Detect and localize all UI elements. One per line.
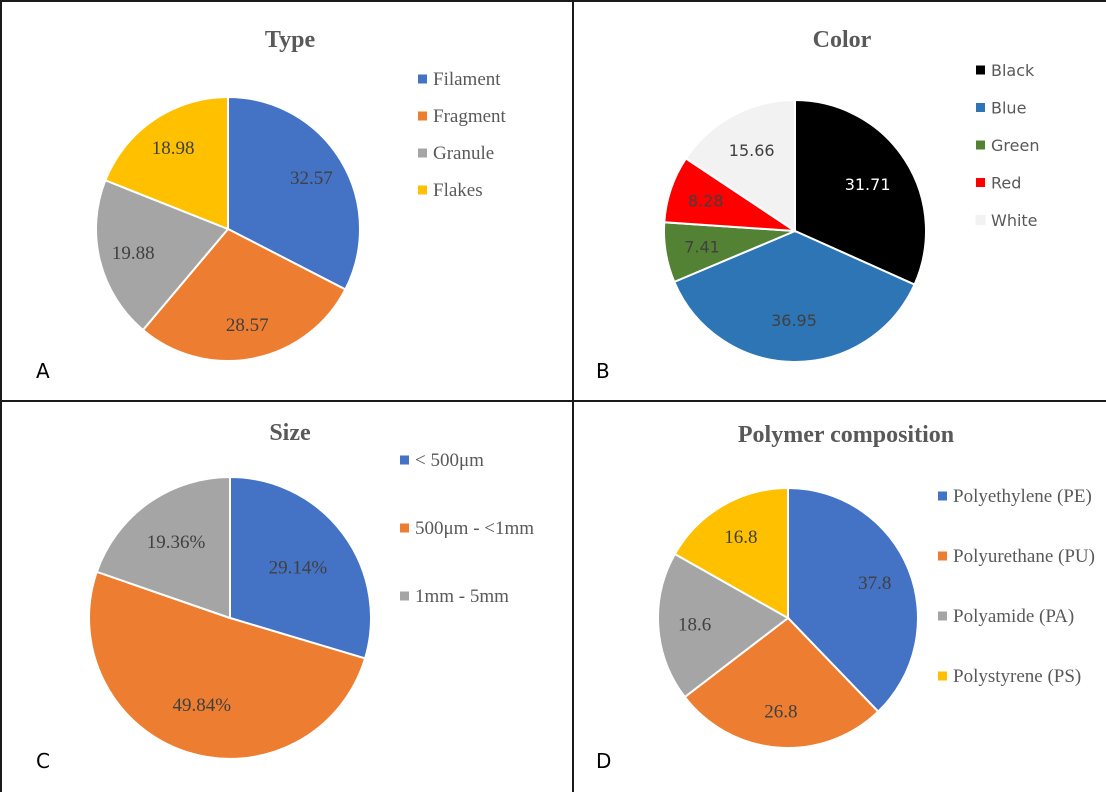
pie-slice-fragment (141, 227, 347, 362)
legend-swatch-flakes (418, 185, 427, 195)
legend-label-polystyrene-ps: Polystyrene (PS) (953, 666, 1081, 687)
slice-label-granule: 19.88 (112, 243, 155, 264)
pie-slice-white (684, 98, 796, 233)
pie-slice-polyethylene-pe (787, 486, 919, 714)
legend-swatch-fragment (418, 111, 427, 121)
legend-swatch-granule (418, 148, 427, 158)
grid-border-left (0, 0, 2, 792)
chart-panel-type: Type 32.57 28.57 19.88 18.98 Filament Fragme… (2, 2, 572, 400)
slice-label-red: 8.28 (688, 192, 724, 211)
legend-label-black: Black (991, 61, 1035, 80)
legend-swatch-polyethylene-pe (938, 491, 947, 501)
legend-label-fragment: Fragment (433, 106, 507, 127)
slice-label-polyamide-pa: 18.6 (678, 615, 711, 636)
chart-title: Polymer composition (738, 422, 954, 448)
legend-swatch-1mm-5mm (400, 591, 409, 601)
polymer-pie-chart: Polymer composition 37.8 26.8 18.6 16.8 Pol… (596, 422, 1095, 773)
slice-label-polyethylene-pe: 37.8 (858, 573, 891, 594)
legend-label-polyurethane-pu: Polyurethane (PU) (953, 546, 1095, 567)
color-pie-chart: Color 31.71 36.95 7.41 8.28 15.66 Black Blue G… (596, 27, 1039, 383)
panel-letter: B (596, 359, 610, 383)
legend-swatch-polyurethane-pu (938, 551, 947, 561)
chart-title: Size (269, 420, 311, 446)
legend-swatch-black (976, 65, 985, 75)
legend-label-polyamide-pa: Polyamide (PA) (953, 606, 1074, 627)
grid-border-middle-vertical (572, 0, 574, 792)
pie-slice-polyamide-pa (657, 552, 790, 699)
legend-label-white: White (991, 211, 1038, 230)
chart-title: Color (813, 27, 872, 53)
legend-label-1mm-5mm: 1mm - 5mm (415, 586, 509, 607)
legend-label-granule: Granule (433, 143, 494, 164)
pie-slice-500-m-1mm (88, 570, 367, 760)
legend-swatch-500-m (400, 455, 409, 465)
panel-letter: C (36, 749, 50, 773)
legend-label-flakes: Flakes (433, 180, 483, 201)
slice-label-1mm-5mm: 19.36% (147, 532, 206, 553)
legend-swatch-green (976, 140, 985, 150)
slice-label-white: 15.66 (729, 141, 775, 160)
legend-label-polyethylene-pe: Polyethylene (PE) (953, 486, 1092, 507)
pie-slice-polyurethane-pu (683, 616, 880, 749)
legend-label-red: Red (991, 174, 1021, 193)
legend-label-blue: Blue (991, 99, 1026, 118)
legend-swatch-polystyrene-ps (938, 671, 947, 681)
legend-swatch-filament (418, 74, 427, 84)
chart-title: Type (265, 27, 316, 53)
legend-label-filament: Filament (433, 69, 501, 90)
legend-label-500-m-1mm: 500μm - <1mm (415, 518, 534, 539)
grid-border-top (0, 0, 1106, 2)
slice-label-polystyrene-ps: 16.8 (724, 527, 757, 548)
slice-label-filament: 32.57 (290, 168, 333, 189)
size-pie-chart: Size 29.14% 49.84% 19.36% < 500μm 500μm - <… (36, 420, 534, 773)
pie-slice-1mm-5mm (95, 475, 231, 620)
legend-label-500-m: < 500μm (415, 450, 484, 471)
legend-swatch-polyamide-pa (938, 611, 947, 621)
slice-label-flakes: 18.98 (152, 138, 195, 159)
pie-slice-granule (95, 178, 230, 332)
slice-label-500-m: 29.14% (269, 558, 328, 579)
pie-slice-flakes (104, 95, 229, 231)
chart-panel-size: Size 29.14% 49.84% 19.36% < 500μm 500μm - <… (2, 402, 572, 792)
slice-label-polyurethane-pu: 26.8 (764, 701, 797, 722)
legend-swatch-500-m-1mm (400, 523, 409, 533)
slice-label-500-m-1mm: 49.84% (173, 695, 232, 716)
slice-label-black: 31.71 (845, 175, 891, 194)
grid-border-middle-horizontal (0, 400, 1106, 402)
legend-swatch-blue (976, 103, 985, 112)
legend-swatch-white (975, 215, 986, 225)
pie-slice-500-m (229, 475, 372, 660)
pie-slice-filament (227, 95, 361, 291)
chart-panel-color: Color 31.71 36.95 7.41 8.28 15.66 Black Blue G… (574, 2, 1106, 400)
slice-label-blue: 36.95 (771, 311, 817, 330)
type-pie-chart: Type 32.57 28.57 19.88 18.98 Filament Fragme… (36, 27, 507, 383)
legend-label-green: Green (991, 136, 1039, 155)
chart-panel-polymer: Polymer composition 37.8 26.8 18.6 16.8 Pol… (574, 402, 1106, 792)
slice-label-fragment: 28.57 (226, 315, 269, 336)
pie-slice-polystyrene-ps (673, 486, 789, 620)
pie-slice-black (794, 98, 927, 286)
panel-letter: D (596, 749, 611, 773)
pie-slice-blue (672, 229, 916, 363)
panel-letter: A (36, 359, 50, 383)
slice-label-green: 7.41 (684, 238, 720, 257)
legend-swatch-red (976, 178, 985, 187)
